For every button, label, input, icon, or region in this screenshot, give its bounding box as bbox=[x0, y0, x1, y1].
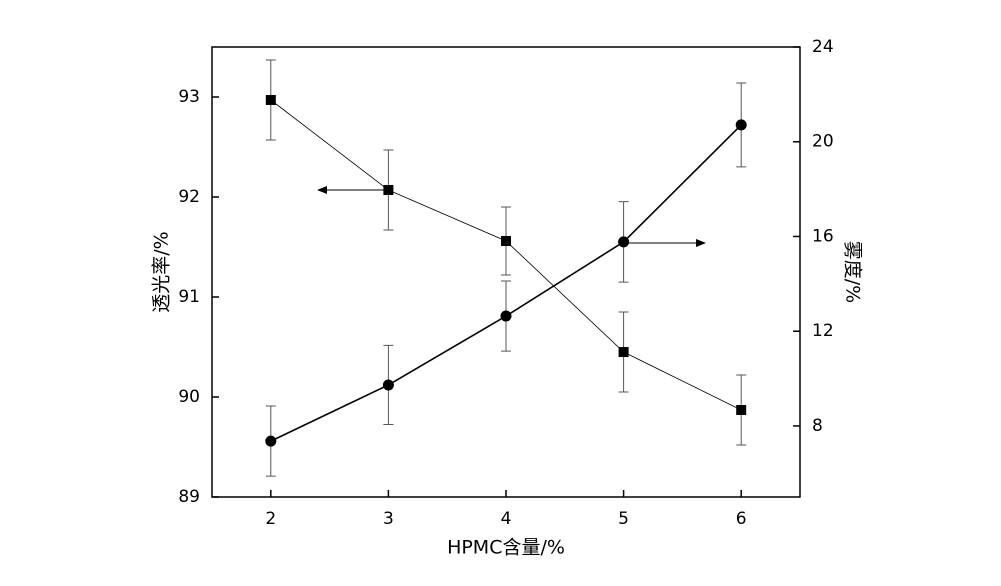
marker bbox=[382, 379, 394, 391]
marker bbox=[618, 236, 630, 248]
x-tick-label: 2 bbox=[265, 509, 276, 529]
marker bbox=[265, 95, 276, 105]
y2-tick-label: 8 bbox=[812, 416, 823, 436]
marker bbox=[500, 310, 512, 322]
y-axis-label: 透光率/% bbox=[151, 231, 173, 312]
y2-tick-label: 20 bbox=[812, 132, 834, 152]
marker bbox=[383, 185, 394, 195]
marker bbox=[618, 347, 629, 357]
y-tick-label: 91 bbox=[178, 287, 200, 307]
x-tick-label: 4 bbox=[501, 509, 512, 529]
marker bbox=[501, 236, 511, 246]
marker bbox=[735, 119, 747, 131]
y-tick-label: 93 bbox=[178, 87, 200, 107]
x-axis-label: HPMC含量/% bbox=[447, 537, 565, 559]
y-tick-label: 90 bbox=[178, 387, 200, 407]
marker bbox=[265, 435, 277, 447]
y2-axis-label: 雾度/% bbox=[842, 241, 864, 303]
x-tick-label: 5 bbox=[618, 509, 629, 529]
y-tick-label: 89 bbox=[178, 487, 200, 507]
x-tick-label: 6 bbox=[736, 509, 747, 529]
y2-tick-label: 24 bbox=[812, 37, 834, 57]
y2-tick-label: 16 bbox=[812, 226, 834, 246]
x-tick-label: 3 bbox=[383, 509, 394, 529]
y2-tick-label: 12 bbox=[812, 321, 834, 341]
marker bbox=[736, 405, 747, 415]
y-tick-label: 92 bbox=[178, 187, 200, 207]
